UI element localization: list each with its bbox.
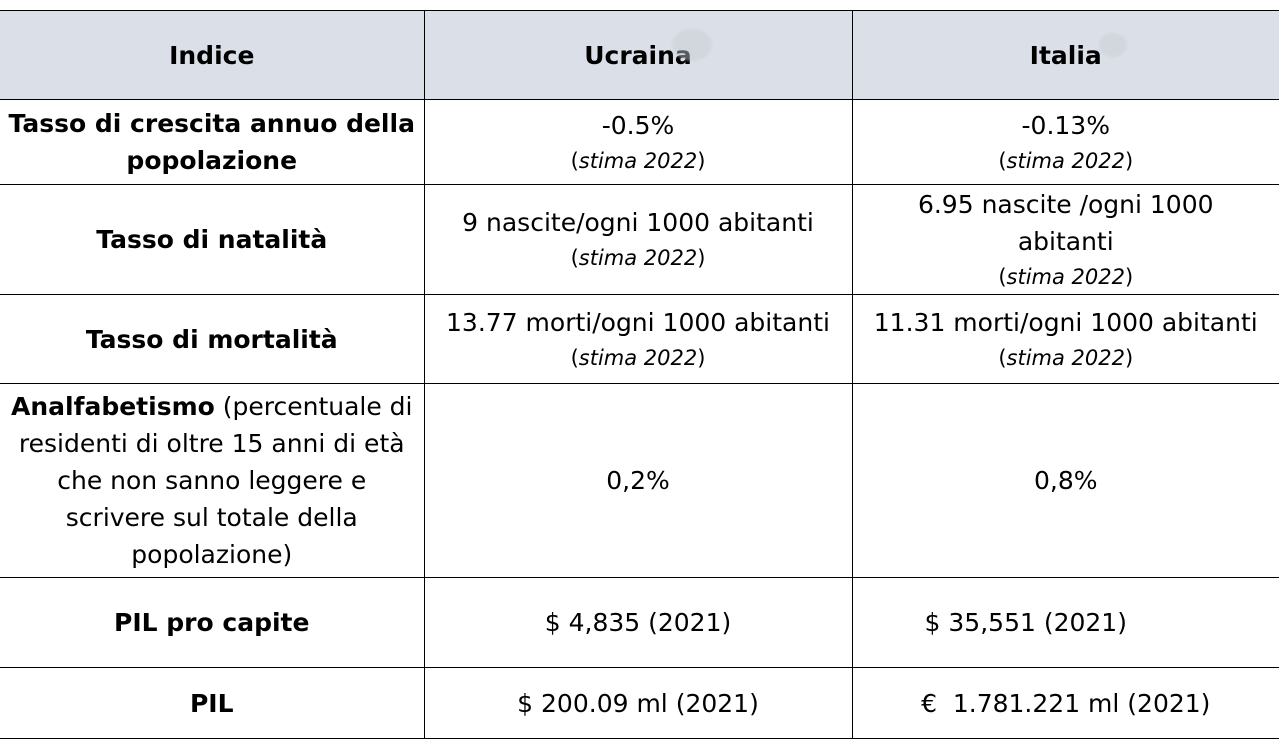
cell-italia: 11.31 morti/ogni 1000 abitanti (stima 20… [851,294,1279,384]
header-italia: Italia [851,10,1279,100]
estimate-note: (stima 2022) [570,246,706,270]
cell-ucraina: $ 4,835 (2021) [423,577,853,668]
row-label: PIL [0,667,425,739]
estimate-note: (stima 2022) [998,264,1134,289]
cell-ucraina: -0.5% (stima 2022) [423,99,853,185]
cell-ucraina: $ 200.09 ml (2021) [423,667,853,739]
cell-ucraina: 13.77 morti/ogni 1000 abitanti (stima 20… [423,294,853,384]
row-label: PIL pro capite [0,577,425,668]
cell-italia: -0.13% (stima 2022) [851,99,1279,185]
header-ucraina: Ucraina [423,10,853,100]
table-row: PIL $ 200.09 ml (2021) € 1.781.221 ml (2… [0,667,1279,739]
row-label: Tasso di mortalità [0,294,425,384]
estimate-note: (stima 2022) [570,148,706,173]
cell-italia: € 1.781.221 ml (2021) [851,667,1279,739]
smudge-mark [1098,33,1127,57]
cell-italia: 6.95 nascite /ogni 1000 abitanti (stima … [851,184,1279,295]
cell-ucraina: 0,2% [423,383,853,578]
table-row: Tasso di mortalità 13.77 morti/ogni 1000… [0,294,1279,384]
comparison-table: Indice Ucraina Italia Tasso di crescita … [0,10,1279,739]
header-row: Indice Ucraina Italia [0,10,1279,100]
estimate-note: (stima 2022) [998,148,1134,173]
estimate-note: (stima 2022) [998,345,1134,370]
row-label: Tasso di crescita annuo della popolazion… [0,99,425,185]
row-label: Tasso di natalità [0,184,425,295]
table-row: PIL pro capite $ 4,835 (2021) $ 35,551 (… [0,577,1279,668]
table-row: Tasso di crescita annuo della popolazion… [0,99,1279,185]
estimate-note: (stima 2022) [570,345,706,370]
cell-italia: 0,8% [851,383,1279,578]
header-indice: Indice [0,10,425,100]
row-label: Analfabetismo (percentuale di residenti … [0,383,425,578]
table-row: Analfabetismo (percentuale di residenti … [0,383,1279,578]
table-row: Tasso di natalità 9 nascite/ogni 1000 ab… [0,184,1279,295]
smudge-mark [671,29,712,61]
cell-italia: $ 35,551 (2021) [851,577,1279,668]
cell-ucraina: 9 nascite/ogni 1000 abitanti (stima 2022… [423,184,853,295]
